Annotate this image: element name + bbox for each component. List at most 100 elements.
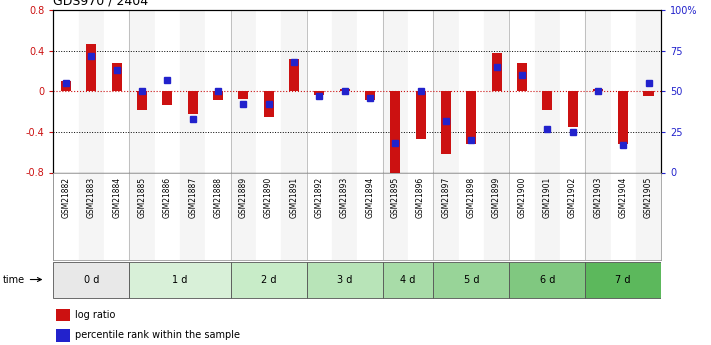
Bar (154, 10, 180, 172)
Bar (441, 91, 451, 154)
Bar (340, 89, 350, 91)
Bar (611, 172, 636, 260)
Bar (289, 59, 299, 91)
Bar (306, 10, 332, 172)
Text: 6 d: 6 d (540, 275, 555, 285)
Text: percentile rank within the sample: percentile rank within the sample (75, 331, 240, 341)
Bar (535, 172, 560, 260)
Bar (238, 91, 248, 99)
Text: GSM21891: GSM21891 (289, 177, 299, 218)
Bar (365, 91, 375, 99)
Text: 1 d: 1 d (172, 275, 188, 285)
Text: 7 d: 7 d (616, 275, 631, 285)
Bar (636, 172, 661, 260)
Text: GSM21887: GSM21887 (188, 177, 197, 218)
Bar (79, 10, 104, 172)
Bar (332, 172, 358, 260)
Bar (390, 91, 400, 178)
Text: GSM21903: GSM21903 (594, 177, 602, 218)
Bar (517, 63, 527, 91)
Bar (484, 10, 509, 172)
Text: GSM21901: GSM21901 (542, 177, 552, 218)
Bar (560, 172, 585, 260)
Text: GSM21884: GSM21884 (112, 177, 121, 218)
Bar (137, 91, 147, 110)
Bar (314, 91, 324, 96)
Bar (256, 172, 282, 260)
Bar (585, 172, 611, 260)
Bar (618, 91, 629, 144)
Bar (332, 10, 357, 172)
Text: GSM21898: GSM21898 (466, 177, 476, 218)
Bar (585, 10, 611, 172)
Bar (357, 10, 383, 172)
Text: GSM21885: GSM21885 (137, 177, 146, 218)
Text: GSM21905: GSM21905 (644, 177, 653, 218)
Text: time: time (3, 275, 41, 285)
Bar (415, 91, 426, 139)
Text: GSM21894: GSM21894 (365, 177, 375, 218)
Bar (256, 10, 282, 172)
Bar (459, 10, 484, 172)
Bar (383, 263, 433, 298)
Bar (205, 10, 230, 172)
Bar (466, 91, 476, 144)
Text: GSM21888: GSM21888 (213, 177, 223, 218)
Text: GSM21897: GSM21897 (442, 177, 451, 218)
Bar (643, 91, 653, 97)
Bar (509, 263, 585, 298)
Bar (433, 172, 459, 260)
Text: GSM21902: GSM21902 (568, 177, 577, 218)
Text: GSM21886: GSM21886 (163, 177, 172, 218)
Bar (154, 172, 180, 260)
Bar (383, 172, 408, 260)
Bar (230, 10, 256, 172)
Text: 2 d: 2 d (261, 275, 277, 285)
Text: GSM21899: GSM21899 (492, 177, 501, 218)
Bar (636, 10, 661, 172)
Text: GSM21889: GSM21889 (239, 177, 248, 218)
Bar (560, 10, 585, 172)
Bar (129, 263, 230, 298)
Bar (459, 172, 484, 260)
Text: GSM21890: GSM21890 (264, 177, 273, 218)
Bar (542, 91, 552, 110)
Bar (306, 172, 332, 260)
Bar (180, 10, 205, 172)
Bar (56, 308, 70, 321)
Bar (491, 53, 502, 91)
Text: GSM21883: GSM21883 (87, 177, 96, 218)
Bar (213, 91, 223, 99)
Bar (112, 63, 122, 91)
Bar (282, 10, 306, 172)
Bar (282, 172, 306, 260)
Text: 4 d: 4 d (400, 275, 416, 285)
Text: 0 d: 0 d (84, 275, 99, 285)
Bar (104, 172, 129, 260)
Bar (188, 91, 198, 114)
Text: GDS970 / 2404: GDS970 / 2404 (53, 0, 149, 8)
Bar (567, 91, 577, 127)
Bar (433, 263, 509, 298)
Bar (180, 172, 205, 260)
Bar (383, 10, 408, 172)
Bar (585, 263, 661, 298)
Bar (593, 89, 603, 91)
Bar (53, 263, 129, 298)
Bar (53, 10, 79, 172)
Bar (357, 172, 383, 260)
Bar (535, 10, 560, 172)
Bar (56, 329, 70, 342)
Bar (306, 263, 383, 298)
Text: log ratio: log ratio (75, 310, 115, 320)
Bar (230, 263, 306, 298)
Text: GSM21896: GSM21896 (416, 177, 425, 218)
Bar (129, 10, 154, 172)
Text: GSM21892: GSM21892 (315, 177, 324, 218)
Bar (408, 172, 433, 260)
Text: 3 d: 3 d (337, 275, 352, 285)
Bar (230, 172, 256, 260)
Bar (61, 81, 71, 91)
Text: GSM21895: GSM21895 (391, 177, 400, 218)
Text: GSM21893: GSM21893 (340, 177, 349, 218)
